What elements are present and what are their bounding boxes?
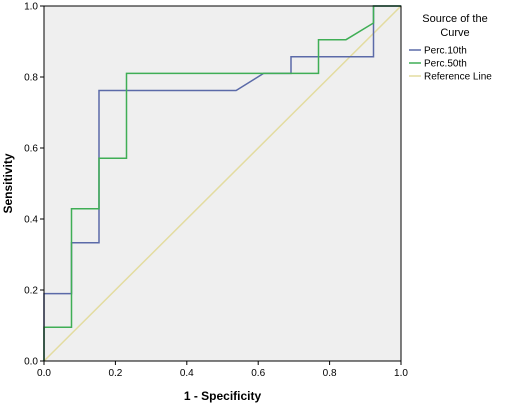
plot-frame	[43, 5, 402, 362]
x-tick-label: 1.0	[394, 368, 408, 379]
x-tick-label: 0.6	[251, 368, 265, 379]
legend-items: Perc.10th Perc.50th Reference Line	[409, 46, 492, 83]
x-tick-label: 0.8	[323, 368, 337, 379]
y-tick-label: 1.0	[24, 2, 38, 13]
y-tick-label: 0.2	[24, 286, 38, 297]
series-layer	[43, 5, 402, 362]
x-axis-title: 1 - Specificity	[184, 389, 262, 403]
y-tick-label: 0.8	[24, 73, 38, 84]
series-line-reference-line	[43, 5, 402, 362]
legend-label-perc-50th: Perc.50th	[424, 59, 467, 70]
y-tick-label: 0.6	[24, 144, 38, 155]
y-tick-label: 0.0	[24, 357, 38, 368]
legend: Source of the Curve Perc.10th Perc.50th Ref…	[409, 13, 492, 83]
x-tick-label: 0.4	[180, 368, 194, 379]
y-axis-title: Sensitivity	[1, 153, 15, 213]
legend-label-reference-line: Reference Line	[424, 72, 492, 83]
legend-title: Source of the Curve	[422, 13, 487, 39]
legend-label-perc-10th: Perc.10th	[424, 46, 467, 57]
x-axis: 0.0 0.2 0.4 0.6 0.8 1.0	[37, 361, 408, 379]
y-axis: 0.0 0.2 0.4 0.6 0.8 1.0	[24, 2, 44, 368]
y-tick-label: 0.4	[24, 215, 38, 226]
series-line-perc-50th	[43, 5, 401, 361]
x-tick-label: 0.2	[108, 368, 122, 379]
x-tick-label: 0.0	[37, 368, 51, 379]
